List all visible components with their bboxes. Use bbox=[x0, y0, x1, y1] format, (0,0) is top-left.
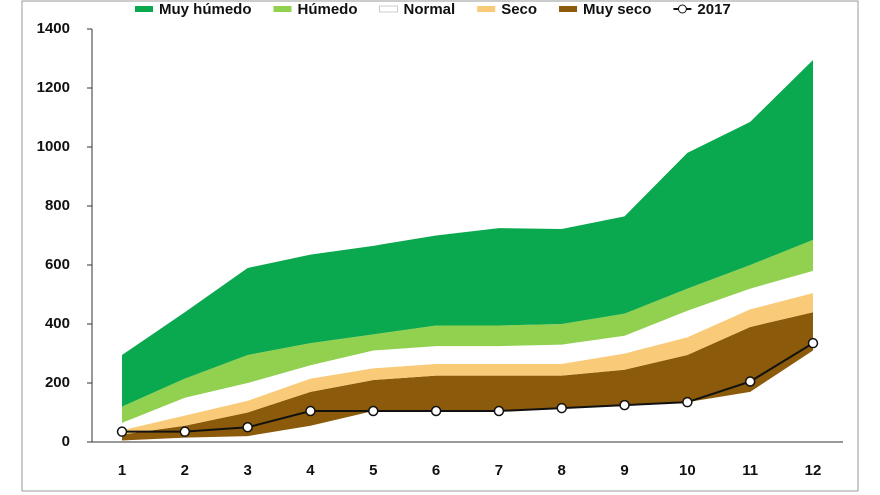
legend-swatch bbox=[135, 6, 153, 12]
legend-label: Muy húmedo bbox=[159, 1, 252, 18]
y-tick-label: 1000 bbox=[37, 138, 70, 155]
legend-label: 2017 bbox=[697, 1, 730, 18]
y-tick-label: 600 bbox=[45, 256, 70, 273]
legend-swatch bbox=[273, 6, 292, 12]
x-tick-label: 1 bbox=[118, 462, 126, 479]
x-tick-label: 7 bbox=[495, 462, 503, 479]
legend-label: Normal bbox=[404, 1, 456, 18]
y-tick-label: 200 bbox=[45, 374, 70, 391]
area-band bbox=[122, 59, 813, 407]
legend-swatch bbox=[477, 6, 496, 12]
line-marker bbox=[179, 426, 191, 437]
legend-swatch bbox=[559, 6, 578, 12]
line-marker bbox=[430, 405, 442, 417]
legend-swatch bbox=[379, 5, 398, 13]
line-marker bbox=[493, 405, 505, 417]
line-marker bbox=[682, 396, 693, 408]
line-marker bbox=[305, 405, 316, 417]
legend-label: Seco bbox=[501, 1, 537, 18]
y-tick-label: 400 bbox=[45, 315, 70, 332]
x-tick-label: 5 bbox=[369, 462, 377, 479]
area-band bbox=[122, 239, 813, 423]
x-tick-label: 9 bbox=[620, 462, 628, 479]
chart-frame bbox=[21, 0, 859, 492]
line-marker bbox=[619, 399, 630, 411]
legend-label: Muy seco bbox=[583, 1, 651, 18]
y-tick-label: 800 bbox=[45, 197, 70, 214]
line-2017 bbox=[122, 342, 814, 433]
line-marker bbox=[807, 337, 819, 349]
x-tick-label: 11 bbox=[742, 462, 758, 479]
area-band bbox=[122, 312, 813, 441]
x-tick-label: 12 bbox=[805, 462, 822, 479]
y-tick-label: 0 bbox=[62, 433, 70, 450]
line-marker bbox=[116, 426, 128, 437]
legend-label: Húmedo bbox=[298, 1, 358, 18]
x-tick-label: 2 bbox=[181, 462, 189, 479]
x-tick-label: 6 bbox=[432, 462, 440, 479]
x-tick-label: 3 bbox=[243, 462, 251, 479]
line-marker bbox=[556, 402, 567, 414]
line-marker bbox=[368, 405, 379, 417]
line-marker bbox=[744, 376, 756, 387]
line-marker bbox=[242, 422, 253, 433]
x-tick-label: 4 bbox=[306, 462, 315, 479]
legend-swatch bbox=[677, 4, 687, 14]
x-tick-label: 10 bbox=[679, 462, 696, 479]
y-tick-label: 1400 bbox=[37, 20, 70, 37]
area-band bbox=[122, 270, 813, 431]
y-tick-label: 1200 bbox=[37, 79, 70, 96]
x-tick-label: 8 bbox=[558, 462, 566, 479]
